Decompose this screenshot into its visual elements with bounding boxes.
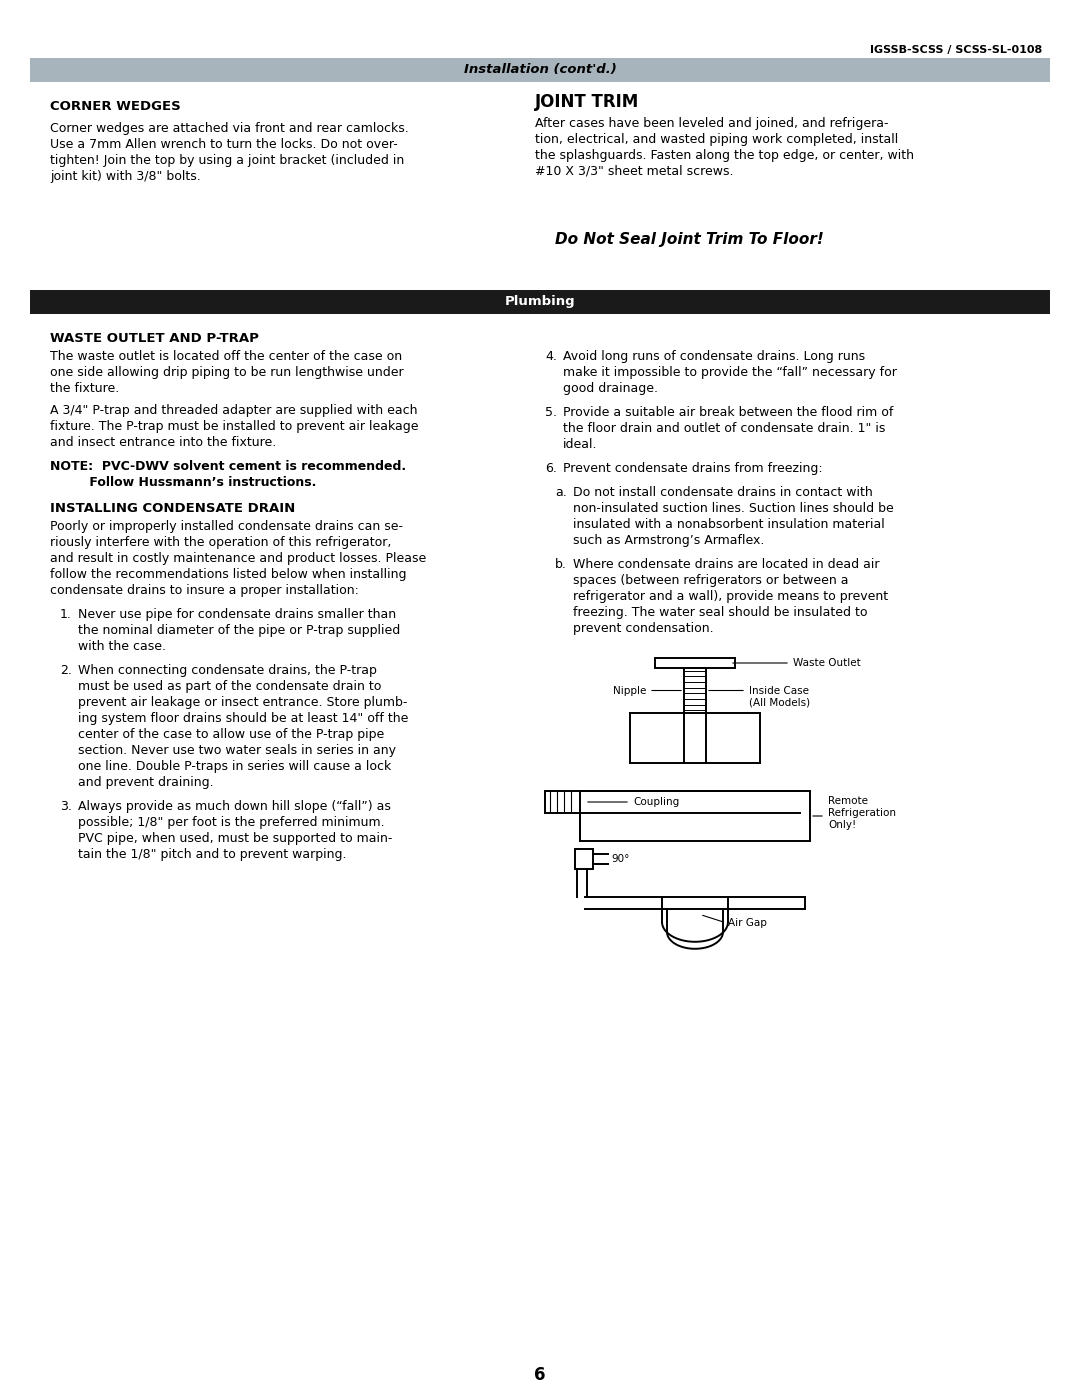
Text: a.: a. <box>555 486 567 499</box>
Text: joint kit) with 3/8" bolts.: joint kit) with 3/8" bolts. <box>50 170 201 183</box>
Text: the fixture.: the fixture. <box>50 381 119 395</box>
Text: prevent condensation.: prevent condensation. <box>573 622 714 636</box>
Text: non-insulated suction lines. Suction lines should be: non-insulated suction lines. Suction lin… <box>573 502 894 515</box>
Text: Inside Case: Inside Case <box>750 686 809 696</box>
Text: good drainage.: good drainage. <box>563 381 658 395</box>
Text: 90°: 90° <box>611 854 630 863</box>
Text: one side allowing drip piping to be run lengthwise under: one side allowing drip piping to be run … <box>50 366 404 379</box>
Text: condensate drains to insure a proper installation:: condensate drains to insure a proper ins… <box>50 584 359 597</box>
Text: 5.: 5. <box>545 407 557 419</box>
Text: b.: b. <box>555 557 567 571</box>
Text: 1.: 1. <box>60 608 72 622</box>
Text: Where condensate drains are located in dead air: Where condensate drains are located in d… <box>573 557 879 571</box>
Text: PVC pipe, when used, must be supported to main-: PVC pipe, when used, must be supported t… <box>78 833 392 845</box>
Text: Corner wedges are attached via front and rear camlocks.: Corner wedges are attached via front and… <box>50 122 408 136</box>
Text: and result in costly maintenance and product losses. Please: and result in costly maintenance and pro… <box>50 552 427 564</box>
Text: CORNER WEDGES: CORNER WEDGES <box>50 101 180 113</box>
Text: freezing. The water seal should be insulated to: freezing. The water seal should be insul… <box>573 606 867 619</box>
Text: IGSSB-SCSS / SCSS-SL-0108: IGSSB-SCSS / SCSS-SL-0108 <box>869 45 1042 54</box>
Bar <box>30 59 1050 82</box>
Text: tain the 1/8" pitch and to prevent warping.: tain the 1/8" pitch and to prevent warpi… <box>78 848 347 861</box>
Text: 3.: 3. <box>60 800 72 813</box>
Text: Never use pipe for condensate drains smaller than: Never use pipe for condensate drains sma… <box>78 608 396 622</box>
Text: A 3/4" P-trap and threaded adapter are supplied with each: A 3/4" P-trap and threaded adapter are s… <box>50 404 418 416</box>
Text: such as Armstrong’s Armaflex.: such as Armstrong’s Armaflex. <box>573 534 765 548</box>
Text: JOINT TRIM: JOINT TRIM <box>535 94 639 110</box>
Text: After cases have been leveled and joined, and refrigera-: After cases have been leveled and joined… <box>535 117 889 130</box>
Text: WASTE OUTLET AND P-TRAP: WASTE OUTLET AND P-TRAP <box>50 332 259 345</box>
Text: Plumbing: Plumbing <box>504 296 576 309</box>
Text: with the case.: with the case. <box>78 640 166 652</box>
Text: center of the case to allow use of the P-trap pipe: center of the case to allow use of the P… <box>78 728 384 740</box>
Text: Refrigeration: Refrigeration <box>828 807 896 819</box>
Text: section. Never use two water seals in series in any: section. Never use two water seals in se… <box>78 745 396 757</box>
Text: 6: 6 <box>535 1366 545 1384</box>
Text: and prevent draining.: and prevent draining. <box>78 775 214 789</box>
Text: Air Gap: Air Gap <box>728 918 767 928</box>
Text: #10 X 3/3" sheet metal screws.: #10 X 3/3" sheet metal screws. <box>535 165 733 177</box>
Text: must be used as part of the condensate drain to: must be used as part of the condensate d… <box>78 680 381 693</box>
Text: tion, electrical, and wasted piping work completed, install: tion, electrical, and wasted piping work… <box>535 133 899 147</box>
Text: fixture. The P-trap must be installed to prevent air leakage: fixture. The P-trap must be installed to… <box>50 420 419 433</box>
Text: one line. Double P-traps in series will cause a lock: one line. Double P-traps in series will … <box>78 760 391 773</box>
Text: riously interfere with the operation of this refrigerator,: riously interfere with the operation of … <box>50 536 391 549</box>
Text: (All Models): (All Models) <box>750 697 810 707</box>
Text: refrigerator and a wall), provide means to prevent: refrigerator and a wall), provide means … <box>573 590 888 604</box>
Text: insulated with a nonabsorbent insulation material: insulated with a nonabsorbent insulation… <box>573 518 885 531</box>
Text: Provide a suitable air break between the flood rim of: Provide a suitable air break between the… <box>563 407 893 419</box>
Text: Use a 7mm Allen wrench to turn the locks. Do not over-: Use a 7mm Allen wrench to turn the locks… <box>50 138 397 151</box>
Text: NOTE:  PVC-DWV solvent cement is recommended.: NOTE: PVC-DWV solvent cement is recommen… <box>50 460 406 474</box>
Text: follow the recommendations listed below when installing: follow the recommendations listed below … <box>50 569 406 581</box>
Text: the nominal diameter of the pipe or P-trap supplied: the nominal diameter of the pipe or P-tr… <box>78 624 401 637</box>
Text: prevent air leakage or insect entrance. Store plumb-: prevent air leakage or insect entrance. … <box>78 696 407 710</box>
Text: 2.: 2. <box>60 664 72 678</box>
Text: Prevent condensate drains from freezing:: Prevent condensate drains from freezing: <box>563 462 823 475</box>
Text: ing system floor drains should be at least 14" off the: ing system floor drains should be at lea… <box>78 712 408 725</box>
Bar <box>575 849 593 869</box>
Text: 6.: 6. <box>545 462 557 475</box>
Text: When connecting condensate drains, the P-trap: When connecting condensate drains, the P… <box>78 664 377 678</box>
Text: Avoid long runs of condensate drains. Long runs: Avoid long runs of condensate drains. Lo… <box>563 351 865 363</box>
Text: Remote: Remote <box>828 796 868 806</box>
Text: Do not install condensate drains in contact with: Do not install condensate drains in cont… <box>573 486 873 499</box>
Text: The waste outlet is located off the center of the case on: The waste outlet is located off the cent… <box>50 351 402 363</box>
Text: and insect entrance into the fixture.: and insect entrance into the fixture. <box>50 436 276 448</box>
Text: the floor drain and outlet of condensate drain. 1" is: the floor drain and outlet of condensate… <box>563 422 886 434</box>
Text: Nipple: Nipple <box>612 686 646 696</box>
Text: INSTALLING CONDENSATE DRAIN: INSTALLING CONDENSATE DRAIN <box>50 502 295 515</box>
Text: spaces (between refrigerators or between a: spaces (between refrigerators or between… <box>573 574 849 587</box>
Text: tighten! Join the top by using a joint bracket (included in: tighten! Join the top by using a joint b… <box>50 154 404 168</box>
Text: the splashguards. Fasten along the top edge, or center, with: the splashguards. Fasten along the top e… <box>535 149 914 162</box>
Text: ideal.: ideal. <box>563 439 597 451</box>
Text: possible; 1/8" per foot is the preferred minimum.: possible; 1/8" per foot is the preferred… <box>78 816 384 828</box>
Bar <box>654 658 735 668</box>
Text: 4.: 4. <box>545 351 557 363</box>
Text: Follow Hussmann’s instructions.: Follow Hussmann’s instructions. <box>50 476 316 489</box>
Text: Poorly or improperly installed condensate drains can se-: Poorly or improperly installed condensat… <box>50 520 403 534</box>
Text: Do Not Seal Joint Trim To Floor!: Do Not Seal Joint Trim To Floor! <box>555 232 824 247</box>
Text: Always provide as much down hill slope (“fall”) as: Always provide as much down hill slope (… <box>78 800 391 813</box>
Text: Installation (cont'd.): Installation (cont'd.) <box>463 63 617 77</box>
Bar <box>545 791 580 813</box>
Text: Only!: Only! <box>828 820 856 830</box>
Bar <box>30 291 1050 314</box>
Text: make it impossible to provide the “fall” necessary for: make it impossible to provide the “fall”… <box>563 366 896 379</box>
Bar <box>684 668 706 712</box>
Text: Waste Outlet: Waste Outlet <box>793 658 861 668</box>
Text: Coupling: Coupling <box>633 798 679 807</box>
